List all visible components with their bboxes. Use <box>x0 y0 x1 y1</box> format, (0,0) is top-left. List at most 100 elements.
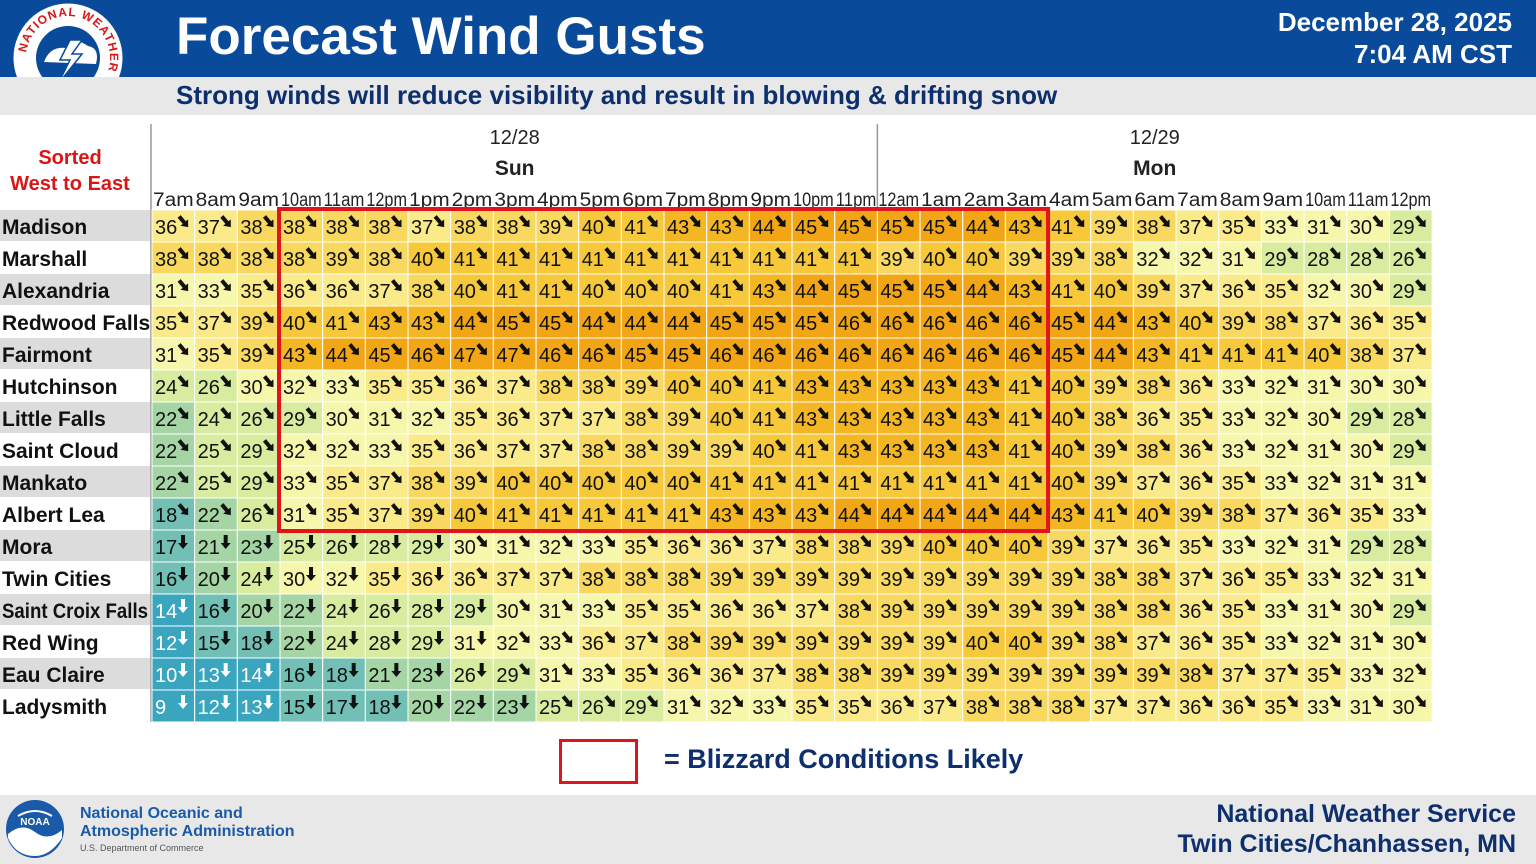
wind-arrow-icon <box>1031 631 1042 644</box>
wind-arrow-icon <box>1244 279 1255 292</box>
gust-value: 36 <box>667 537 689 559</box>
gust-value: 41 <box>752 473 774 495</box>
gust-value: 37 <box>1179 217 1201 239</box>
noaa-department: U.S. Department of Commerce <box>80 843 204 853</box>
wind-arrow-icon <box>220 407 231 420</box>
wind-arrow-icon <box>689 503 701 516</box>
gust-value: 39 <box>966 665 988 687</box>
gust-value: 32 <box>1307 473 1329 495</box>
gust-value: 38 <box>368 217 390 239</box>
gust-value: 32 <box>1350 569 1372 591</box>
wind-arrow-icon <box>518 279 530 292</box>
wind-arrow-icon <box>390 311 402 324</box>
wind-arrow-icon <box>860 439 871 452</box>
gust-value: 41 <box>1264 345 1286 367</box>
wind-arrow-icon <box>434 631 445 645</box>
gust-value: 39 <box>966 601 988 623</box>
wind-arrow-icon <box>988 279 999 292</box>
wind-arrow-icon <box>689 407 701 420</box>
wind-arrow-icon <box>604 247 615 260</box>
gust-value: 40 <box>1307 345 1329 367</box>
wind-arrow-icon <box>689 471 701 484</box>
gust-value: 45 <box>795 313 817 335</box>
gust-cell <box>364 369 409 403</box>
wind-arrow-icon <box>306 631 317 645</box>
wind-arrow-icon <box>988 439 999 452</box>
wind-arrow-icon <box>433 375 445 388</box>
location-row-bg <box>0 690 150 721</box>
gust-value: 39 <box>667 409 689 431</box>
wind-arrow-icon <box>817 375 829 388</box>
gust-value: 39 <box>1136 665 1158 687</box>
wind-arrow-icon <box>903 471 914 484</box>
gust-value: 22 <box>155 473 177 495</box>
gust-value: 44 <box>838 505 860 527</box>
gust-value: 25 <box>283 537 305 559</box>
gust-cell <box>1303 657 1348 691</box>
gust-value: 32 <box>326 569 348 591</box>
gust-value: 33 <box>1264 601 1286 623</box>
gust-value: 43 <box>923 409 945 431</box>
wind-arrow-icon <box>348 215 359 228</box>
gust-value: 36 <box>1350 313 1372 335</box>
gust-value: 45 <box>838 281 860 303</box>
gust-value: 30 <box>240 377 262 399</box>
gust-value: 39 <box>1051 569 1073 591</box>
gust-value: 21 <box>368 665 390 687</box>
wind-arrow-icon <box>860 247 871 260</box>
wind-arrow-icon <box>903 631 914 644</box>
wind-arrow-icon <box>817 535 829 548</box>
wind-arrow-icon <box>306 567 317 581</box>
wind-arrow-icon <box>1159 343 1170 356</box>
wind-arrow-icon <box>604 567 615 580</box>
gust-value: 30 <box>1350 377 1372 399</box>
gust-value: 45 <box>1051 313 1073 335</box>
gust-value: 45 <box>923 217 945 239</box>
wind-arrow-icon <box>774 343 786 356</box>
gust-value: 39 <box>880 537 902 559</box>
wind-arrow-icon <box>732 567 743 580</box>
wind-arrow-icon <box>433 215 445 228</box>
wind-arrow-icon <box>988 663 999 676</box>
gust-value: 32 <box>326 441 348 463</box>
gust-value: 35 <box>1264 569 1286 591</box>
gust-value: 31 <box>1307 441 1329 463</box>
gust-value: 45 <box>1051 345 1073 367</box>
gust-value: 46 <box>752 345 774 367</box>
wind-arrow-icon <box>860 375 871 388</box>
gust-value: 43 <box>966 377 988 399</box>
gust-value: 28 <box>1392 409 1414 431</box>
gust-value: 40 <box>667 281 689 303</box>
gust-value: 31 <box>155 345 177 367</box>
gust-value: 44 <box>1094 313 1116 335</box>
gust-value: 39 <box>667 441 689 463</box>
wind-arrow-icon <box>646 631 658 644</box>
gust-value: 43 <box>752 281 774 303</box>
gust-cell <box>194 657 238 691</box>
wind-arrow-icon <box>348 503 359 516</box>
hour-label: 11am <box>1348 190 1389 211</box>
wind-arrow-icon <box>689 439 701 452</box>
gust-value: 39 <box>880 249 902 271</box>
gust-value: 36 <box>454 377 476 399</box>
sort-note: Sorted West to East <box>0 145 140 197</box>
wind-arrow-icon <box>391 631 402 645</box>
wind-arrow-icon <box>860 599 871 612</box>
gust-value: 32 <box>710 697 732 719</box>
gust-value: 37 <box>795 601 817 623</box>
gust-value: 41 <box>1179 345 1201 367</box>
wind-arrow-icon <box>860 279 871 292</box>
gust-cell <box>450 657 494 691</box>
hour-label: 9am <box>238 190 279 211</box>
wind-arrow-icon <box>1287 247 1298 260</box>
gust-value: 41 <box>710 249 732 271</box>
wind-arrow-icon <box>476 439 487 452</box>
gust-value: 32 <box>411 409 433 431</box>
gust-value: 33 <box>1264 633 1286 655</box>
wind-arrow-icon <box>561 215 573 228</box>
gust-value: 38 <box>1094 409 1116 431</box>
wind-arrow-icon <box>1415 695 1426 708</box>
gust-value: 39 <box>710 441 732 463</box>
wind-arrow-icon <box>177 279 189 292</box>
wind-arrow-icon <box>263 535 274 549</box>
